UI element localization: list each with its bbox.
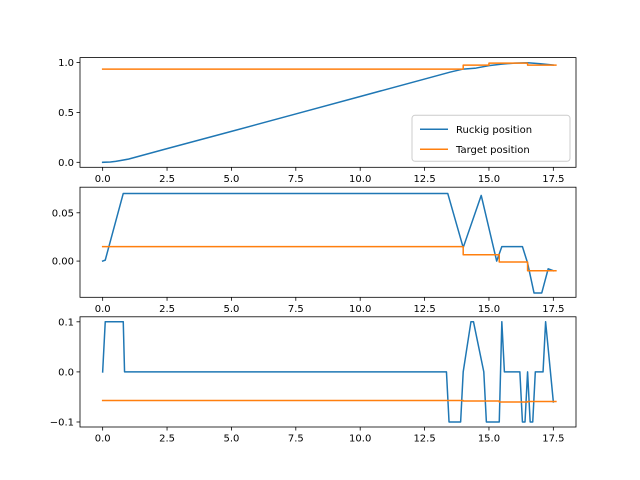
velocity-subplot: 0.0 2.5 5.0 7.5 10.0 12.5 15.0 17.5 0.00 0.05 [52, 186, 577, 315]
y-tick-label: 0.0 [58, 368, 74, 379]
series-group [101, 192, 557, 294]
x-tick-label: 7.5 [288, 304, 304, 315]
legend: Ruckig position Target position [411, 114, 571, 162]
x-tick-label: 15.0 [478, 304, 500, 315]
y-tick-label: 0.0 [58, 158, 74, 169]
legend-box [411, 114, 571, 162]
x-tick-label: 2.5 [159, 434, 175, 445]
x-tick-label: 2.5 [159, 304, 175, 315]
x-tick-label: 0.0 [95, 434, 111, 445]
x-tick-label: 2.5 [159, 174, 175, 185]
x-tick-label: 10.0 [349, 304, 371, 315]
legend-label: Ruckig position [456, 125, 532, 136]
ruckig-series-line [101, 321, 555, 423]
x-tick-label: 15.0 [478, 434, 500, 445]
acceleration-subplot: 0.0 2.5 5.0 7.5 10.0 12.5 15.0 17.5 −0.1 0.0 0.1 [50, 316, 577, 445]
position-subplot: 0.0 2.5 5.0 7.5 10.0 12.5 15.0 17.5 0.0 0.5 1.0 Ruc… [58, 57, 577, 185]
legend-label: Target position [455, 145, 530, 156]
x-tick-label: 17.5 [542, 174, 564, 185]
ruckig-series-line [101, 192, 555, 294]
x-tick-label: 5.0 [223, 434, 239, 445]
x-tick-label: 15.0 [478, 174, 500, 185]
x-tick-label: 7.5 [288, 434, 304, 445]
x-tick-label: 12.5 [413, 174, 435, 185]
y-tick-label: 0.00 [52, 257, 74, 268]
x-tick-label: 5.0 [223, 304, 239, 315]
y-tick-label: 0.05 [52, 208, 74, 219]
y-tick-label: 0.5 [58, 108, 74, 119]
x-tick-label: 5.0 [223, 174, 239, 185]
y-tick-label: −0.1 [50, 418, 74, 429]
x-tick-label: 0.0 [95, 174, 111, 185]
series-group [101, 321, 557, 423]
x-tick-label: 17.5 [542, 434, 564, 445]
target-series-line [101, 245, 557, 272]
x-tick-label: 7.5 [288, 174, 304, 185]
y-tick-label: 1.0 [58, 58, 74, 69]
x-tick-label: 12.5 [413, 304, 435, 315]
target-series-line [101, 62, 557, 70]
target-series-line [101, 399, 557, 403]
axes-frame [79, 186, 577, 298]
x-tick-label: 10.0 [349, 174, 371, 185]
x-tick-label: 12.5 [413, 434, 435, 445]
x-tick-label: 0.0 [95, 304, 111, 315]
x-tick-label: 17.5 [542, 304, 564, 315]
x-tick-label: 10.0 [349, 434, 371, 445]
series-group [101, 62, 557, 164]
y-tick-label: 0.1 [58, 317, 74, 328]
